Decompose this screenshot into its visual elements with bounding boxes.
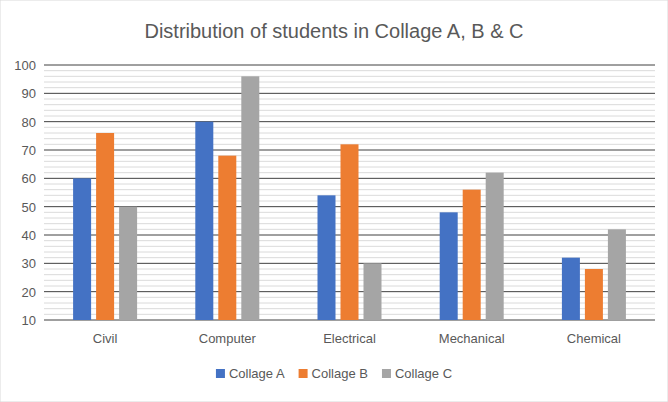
minor-grid xyxy=(44,116,655,117)
minor-grid xyxy=(44,138,655,139)
y-tick-label: 10 xyxy=(22,313,36,328)
grid-line xyxy=(44,93,655,94)
x-tick-label: Mechanical xyxy=(439,331,505,346)
y-tick-label: 60 xyxy=(22,171,36,186)
y-tick-label: 30 xyxy=(22,256,36,271)
minor-grid xyxy=(44,70,655,71)
bar xyxy=(608,229,626,320)
bar xyxy=(486,173,504,320)
grid-line xyxy=(44,121,655,122)
bar xyxy=(218,156,236,320)
y-tick-label: 90 xyxy=(22,86,36,101)
legend-label: Collage C xyxy=(395,366,452,381)
x-tick-label: Electrical xyxy=(323,331,376,346)
grid-line xyxy=(44,65,655,66)
bar xyxy=(440,212,458,320)
minor-grid xyxy=(44,87,655,88)
y-tick-label: 70 xyxy=(22,143,36,158)
x-tick-label: Chemical xyxy=(567,331,621,346)
y-tick-label: 40 xyxy=(22,228,36,243)
legend: Collage A Collage B Collage C xyxy=(216,366,452,381)
chart-root: Distribution of students in Collage A, B… xyxy=(0,0,668,402)
x-tick-label: Computer xyxy=(199,331,257,346)
y-tick-label: 100 xyxy=(14,58,36,73)
bar xyxy=(119,207,137,320)
legend-label: Collage B xyxy=(312,366,368,381)
minor-grid xyxy=(44,104,655,105)
bars xyxy=(73,76,626,320)
bar xyxy=(73,178,91,320)
minor-grid xyxy=(44,99,655,100)
minor-grid xyxy=(44,76,655,77)
minor-grid xyxy=(44,110,655,111)
x-tick-label: Civil xyxy=(93,331,118,346)
y-tick-label: 80 xyxy=(22,115,36,130)
minor-grid xyxy=(44,133,655,134)
bar xyxy=(318,195,336,320)
minor-grid xyxy=(44,127,655,128)
legend-swatch xyxy=(299,369,308,378)
bar xyxy=(562,258,580,320)
minor-grid xyxy=(44,82,655,83)
bar xyxy=(341,144,359,320)
bar xyxy=(241,76,259,320)
bar xyxy=(195,122,213,320)
legend-swatch xyxy=(382,369,391,378)
title: Distribution of students in Collage A, B… xyxy=(144,20,523,42)
bar xyxy=(96,133,114,320)
y-tick-label: 20 xyxy=(22,285,36,300)
y-tick-label: 50 xyxy=(22,200,36,215)
bar xyxy=(463,190,481,320)
legend-swatch xyxy=(216,369,225,378)
bar xyxy=(364,263,382,320)
bar xyxy=(585,269,603,320)
background xyxy=(0,0,668,402)
legend-label: Collage A xyxy=(229,366,285,381)
